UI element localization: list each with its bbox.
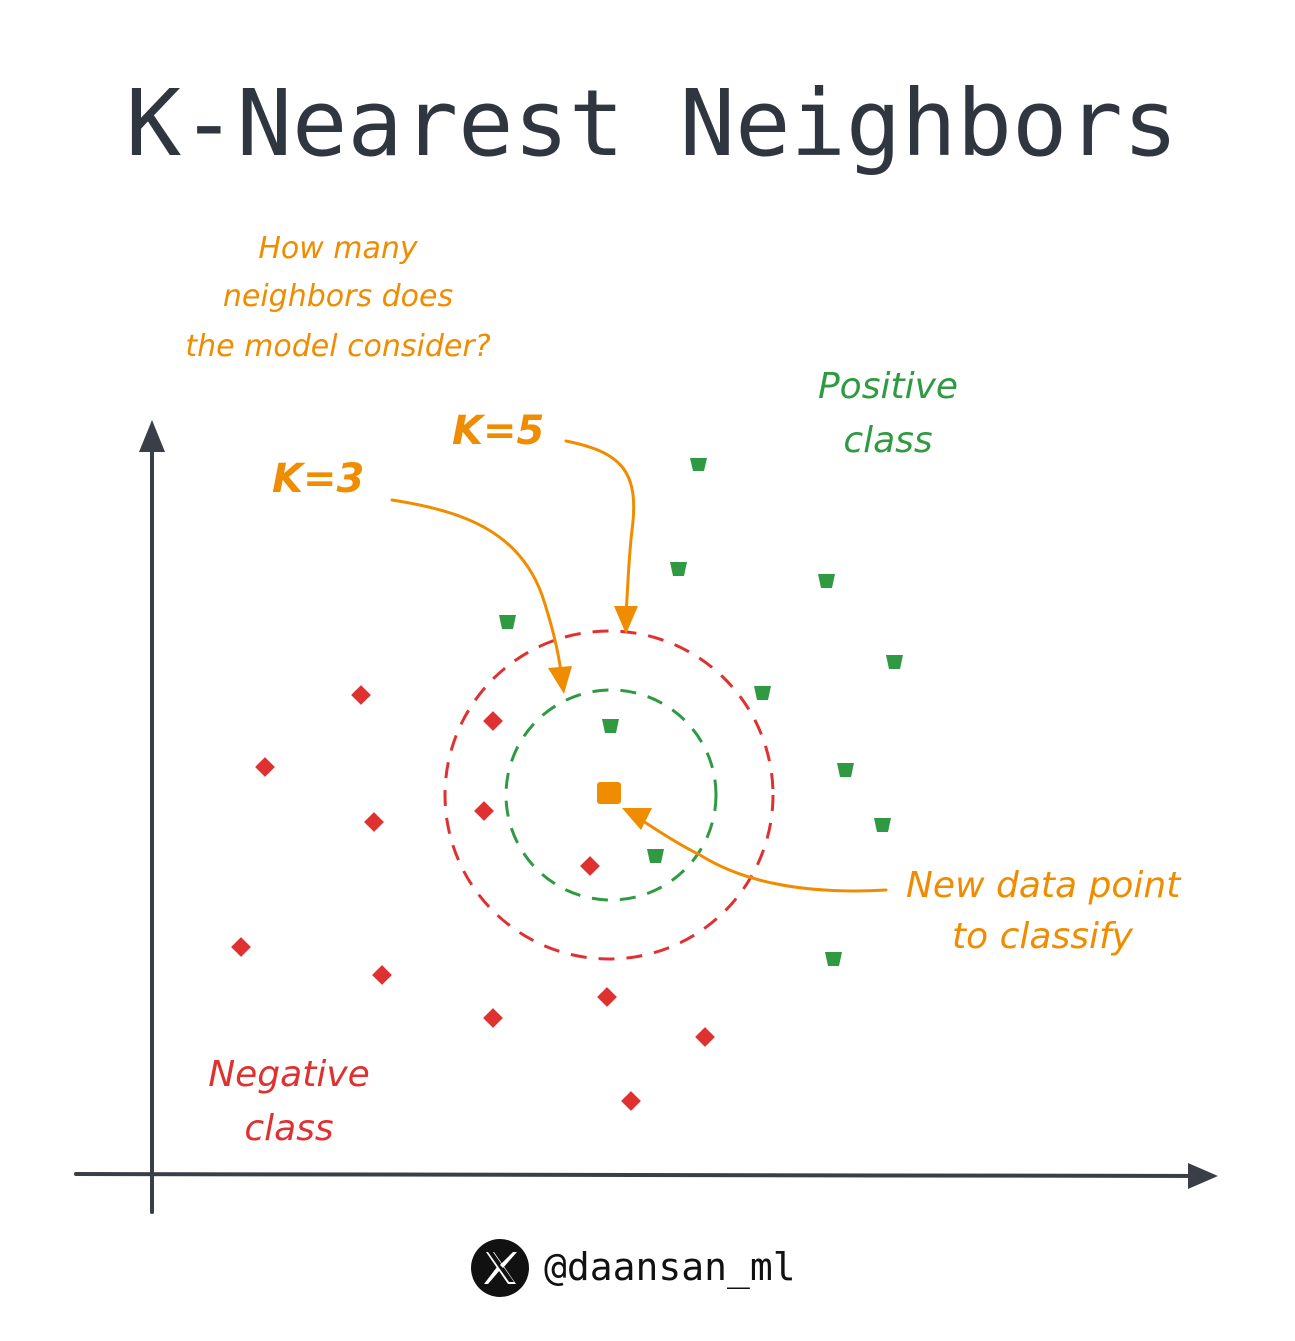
k5-neighborhood-circle <box>443 629 775 961</box>
negative-point <box>621 1091 641 1111</box>
footer[interactable]: @daansan_ml <box>471 1239 796 1297</box>
k5-arrowhead <box>614 606 638 634</box>
negative-point <box>580 856 600 876</box>
author-handle[interactable]: @daansan_ml <box>544 1245 796 1290</box>
positive-point <box>818 574 835 588</box>
question-line-3: the model consider? <box>185 329 490 364</box>
k3-neighborhood-circle <box>504 688 718 902</box>
negative-point <box>597 987 617 1007</box>
question-line-2: neighbors does <box>223 279 453 314</box>
positive-point <box>837 763 854 777</box>
positive-point <box>874 818 891 832</box>
negative-point <box>372 965 392 985</box>
positive-point <box>825 952 842 966</box>
negative-points <box>231 685 715 1111</box>
page-title: K-Nearest Neighbors <box>126 70 1178 177</box>
positive-label-line-2: class <box>843 420 932 461</box>
question-line-1: How many <box>258 231 419 266</box>
negative-point <box>483 1008 503 1028</box>
new-point-label-line-2: to classify <box>952 916 1134 957</box>
new-point-label-line-1: New data point <box>906 865 1182 906</box>
new-point-arrow <box>633 814 888 893</box>
new-data-point <box>597 782 621 804</box>
k5-arrow <box>564 439 636 614</box>
negative-class-label: Negative class <box>208 1054 370 1149</box>
negative-point <box>364 812 384 832</box>
annotation-arrows <box>390 439 888 893</box>
positive-points <box>499 458 903 966</box>
negative-point <box>474 801 494 821</box>
negative-point <box>351 685 371 705</box>
positive-point <box>647 849 664 863</box>
negative-label-line-1: Negative <box>208 1054 370 1095</box>
negative-point <box>231 937 251 957</box>
negative-point <box>695 1027 715 1047</box>
negative-point <box>483 711 503 731</box>
x-axis-line <box>74 1172 1207 1178</box>
positive-label-line-1: Positive <box>818 366 958 407</box>
x-axis-arrowhead <box>1188 1163 1218 1189</box>
k3-arrow <box>390 498 563 674</box>
k3-label: K=3 <box>272 456 364 502</box>
positive-point <box>670 562 687 576</box>
negative-point <box>255 757 275 777</box>
positive-point <box>499 615 516 629</box>
positive-class-label: Positive class <box>818 366 958 461</box>
x-logo-icon <box>471 1239 529 1297</box>
y-axis-arrowhead <box>139 420 165 452</box>
positive-point <box>690 458 707 471</box>
question-annotation: How many neighbors does the model consid… <box>185 231 490 364</box>
k3-arrowhead <box>548 666 572 694</box>
new-point-arrowhead <box>622 808 652 830</box>
positive-point <box>602 719 619 733</box>
positive-point <box>754 686 771 700</box>
k5-label: K=5 <box>452 408 544 454</box>
negative-label-line-2: class <box>244 1108 333 1149</box>
axes <box>74 438 1207 1214</box>
new-point-label: New data point to classify <box>906 865 1182 957</box>
positive-point <box>886 655 903 669</box>
